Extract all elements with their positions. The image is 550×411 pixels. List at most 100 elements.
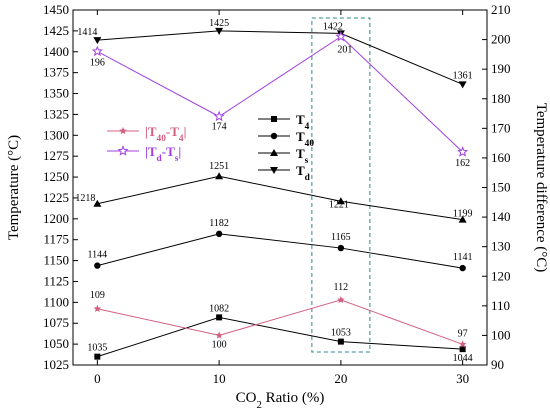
series-2: 1218 1251 1221 1199 (75, 161, 473, 223)
series-5: 196 174 201 162 (90, 30, 470, 169)
data-point (93, 304, 102, 313)
series-3: 1414 1425 1422 1361 (77, 18, 473, 89)
data-label: 196 (90, 57, 105, 68)
data-point (215, 27, 224, 35)
data-point (213, 110, 225, 122)
data-point (458, 340, 467, 348)
legend-item: T4 (258, 112, 310, 132)
data-point (215, 172, 224, 180)
legend-item: T40 (258, 129, 314, 149)
data-point (215, 230, 223, 238)
left-tick-label: 1350 (43, 86, 69, 101)
right-tick-label: 200 (491, 32, 511, 47)
x-tick-label: 20 (334, 371, 347, 386)
data-label: 1165 (331, 232, 351, 243)
data-point (91, 45, 103, 57)
legend-label: |Td-Ts| (145, 144, 181, 164)
data-label: 162 (455, 158, 470, 169)
data-label: 1053 (331, 328, 351, 339)
right-tick-label: 170 (491, 120, 511, 135)
series-1: 1144 1182 1165 1141 (88, 218, 473, 272)
legend-marker (117, 145, 129, 156)
right-tick-label: 100 (491, 327, 511, 342)
data-label: 1082 (209, 303, 229, 314)
left-tick-label: 1075 (43, 315, 69, 330)
legend-label: T4 (296, 112, 310, 132)
left-tick-label: 1425 (43, 23, 69, 38)
data-point (458, 215, 467, 223)
left-tick-label: 1200 (43, 211, 69, 226)
data-label: 1425 (209, 18, 229, 29)
data-point (457, 146, 469, 157)
data-point (337, 244, 345, 252)
legend-label: T40 (296, 129, 314, 149)
x-axis-title: CO2 Ratio (%) (236, 390, 325, 411)
series-0: 1035 1082 1053 1044 (87, 303, 472, 364)
data-label: 1182 (209, 218, 229, 229)
data-point (459, 346, 466, 353)
x-tick-label: 0 (94, 371, 101, 386)
series-line (97, 299, 463, 345)
right-tick-label: 210 (491, 2, 511, 17)
data-label: 1414 (77, 27, 97, 38)
series-line (97, 35, 463, 153)
data-label: 1221 (329, 199, 349, 210)
series-line (97, 175, 463, 221)
legend-item: Td (258, 163, 311, 183)
legend-item: |T40-T4| (107, 124, 186, 144)
data-label: 174 (212, 122, 227, 133)
data-point (215, 331, 223, 339)
legend-marker (271, 116, 277, 122)
data-point (94, 262, 101, 269)
right-tick-label: 130 (491, 239, 511, 254)
series-line (97, 30, 463, 85)
x-tick-label: 10 (213, 371, 226, 386)
data-point (337, 295, 345, 304)
left-tick-label: 1050 (43, 336, 69, 351)
data-label: 1361 (453, 70, 473, 81)
left-tick-label: 1175 (43, 232, 69, 247)
legend-marker (270, 149, 278, 156)
right-tick-label: 110 (491, 298, 510, 313)
right-tick-label: 120 (491, 268, 511, 283)
right-tick-label: 160 (491, 150, 511, 165)
series-layer: 1035 1082 1053 1044 1144 1182 1165 1141 1218 1251… (75, 18, 472, 364)
left-tick-label: 1275 (43, 148, 69, 163)
legend-marker (270, 167, 278, 174)
legend-item: Ts (258, 146, 309, 166)
left-tick-label: 1375 (43, 65, 69, 80)
plot-frame (72, 9, 488, 366)
left-tick-label: 1025 (43, 357, 69, 372)
data-point (93, 199, 102, 207)
data-label: 112 (334, 282, 349, 293)
data-label: 1199 (453, 209, 473, 220)
data-point (337, 338, 344, 345)
data-label: 1044 (453, 353, 473, 364)
left-tick-label: 1225 (43, 190, 69, 205)
legend-label: Td (296, 163, 311, 183)
data-label: 201 (337, 45, 352, 56)
left-axis-title: Temperature (°C) (6, 135, 22, 240)
data-point (336, 197, 345, 205)
data-label: 97 (458, 328, 468, 339)
legend-marker (270, 132, 278, 140)
series-line (97, 316, 463, 358)
left-tick-label: 1250 (43, 169, 69, 184)
legend-marker (119, 127, 127, 135)
left-tick-label: 1100 (43, 294, 69, 309)
data-point (335, 30, 347, 42)
right-tick-label: 140 (491, 209, 511, 224)
highlight-box-layer (311, 17, 371, 353)
left-tick-label: 1450 (43, 2, 69, 17)
legend-label: Ts (296, 146, 309, 166)
data-label: 1251 (209, 161, 229, 172)
right-axis-title: Temperature difference (°C) (533, 103, 549, 273)
data-point (216, 314, 223, 321)
data-label: 1141 (453, 252, 473, 263)
data-point (94, 353, 101, 360)
left-tick-label: 1125 (43, 273, 69, 288)
data-label: 1218 (75, 193, 95, 204)
data-label: 1035 (87, 343, 107, 354)
right-tick-label: 180 (491, 91, 511, 106)
